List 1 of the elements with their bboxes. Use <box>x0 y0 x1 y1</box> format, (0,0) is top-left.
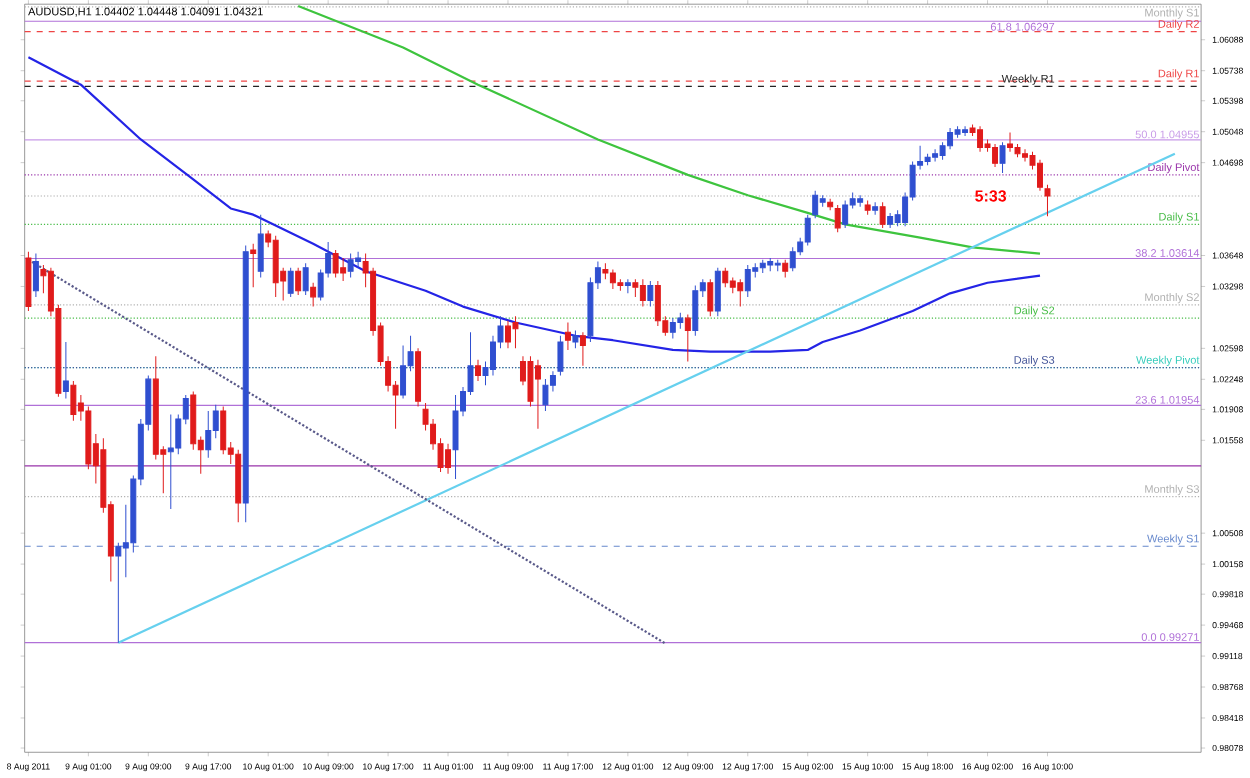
annotation: 5:33 <box>975 190 1007 202</box>
